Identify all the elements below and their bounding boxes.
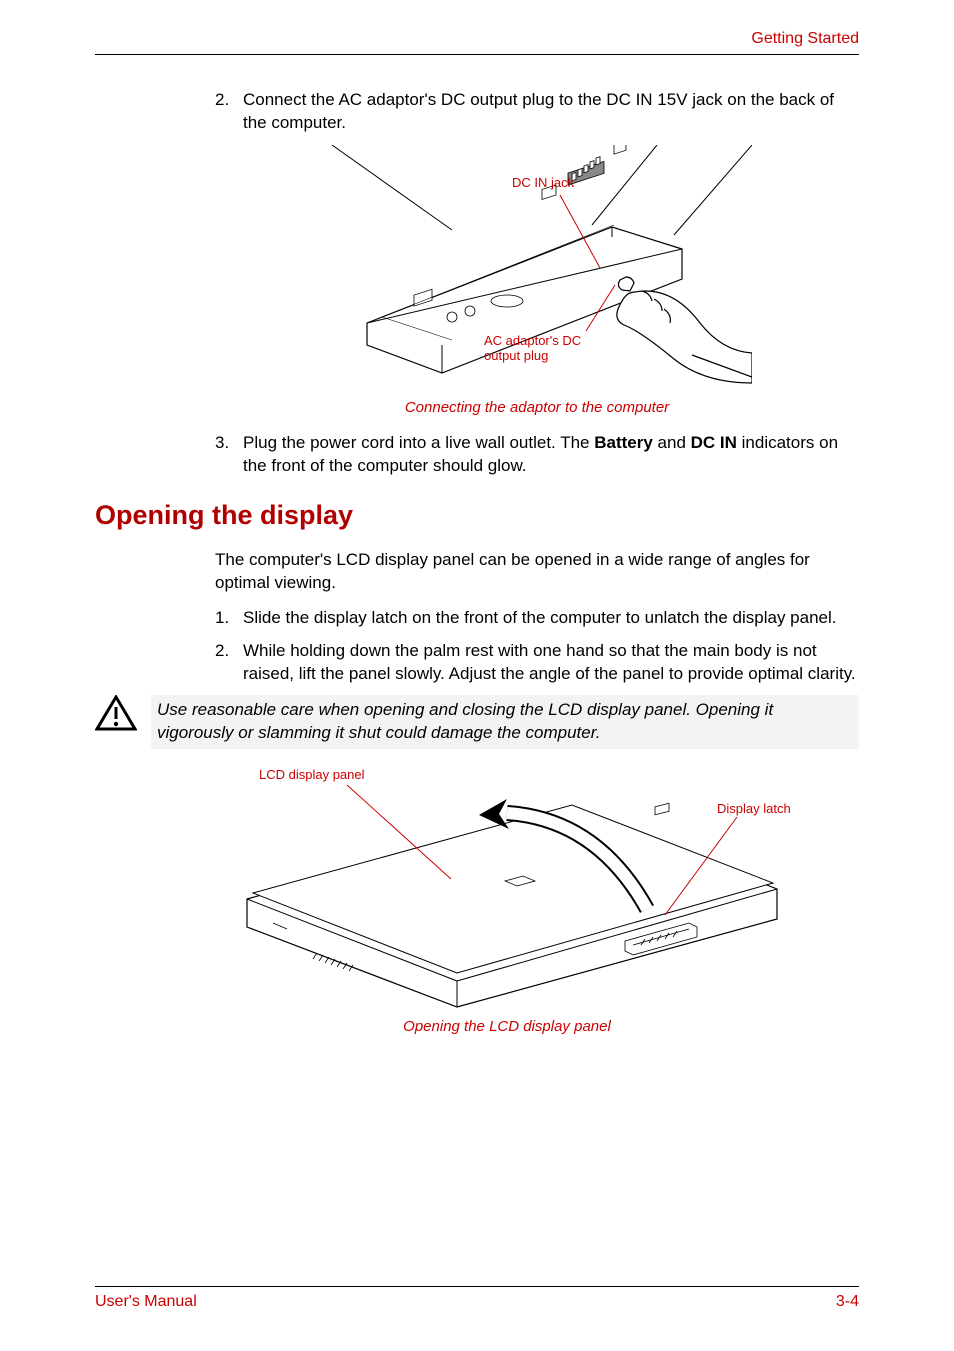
step-number: 1. [215, 607, 243, 630]
caution-text: Use reasonable care when opening and clo… [151, 695, 859, 749]
step-text: Plug the power cord into a live wall out… [243, 432, 859, 478]
t: and [653, 433, 691, 452]
figure1-caption: Connecting the adaptor to the computer [215, 399, 859, 416]
step-text: Connect the AC adaptor's DC output plug … [243, 89, 859, 135]
step-text: While holding down the palm rest with on… [243, 640, 859, 686]
section-body: The computer's LCD display panel can be … [95, 549, 859, 1036]
figure2-label-lcd: LCD display panel [259, 767, 365, 782]
figure1-label-plug-l1: AC adaptor's DC [484, 333, 581, 348]
t: Plug the power cord into a live wall out… [243, 433, 594, 452]
figure1-label-plug-l2: output plug [484, 348, 548, 363]
heading-opening-display: Opening the display [95, 500, 859, 531]
figure-1: DC IN jack AC adaptor's DC output plug C… [215, 145, 859, 416]
step-a-3: 3. Plug the power cord into a live wall … [215, 432, 859, 478]
footer-right: 3-4 [836, 1293, 859, 1311]
step-b-2: 2. While holding down the palm rest with… [215, 640, 859, 686]
figure2-caption: Opening the LCD display panel [155, 1018, 859, 1035]
page-header: Getting Started [95, 30, 859, 55]
t: DC IN [691, 433, 737, 452]
main-content: 2. Connect the AC adaptor's DC output pl… [95, 89, 859, 478]
step-b-1: 1. Slide the display latch on the front … [215, 607, 859, 630]
figure-2-svg [217, 759, 797, 1009]
intro-para: The computer's LCD display panel can be … [215, 549, 859, 595]
page-footer: User's Manual 3-4 [95, 1286, 859, 1311]
caution-icon [95, 695, 137, 733]
footer-left: User's Manual [95, 1293, 197, 1311]
header-section-name: Getting Started [751, 30, 859, 47]
step-text: Slide the display latch on the front of … [243, 607, 859, 630]
t: Battery [594, 433, 653, 452]
figure-2: LCD display panel Display latch Opening … [155, 759, 859, 1035]
step-number: 2. [215, 640, 243, 686]
step-number: 3. [215, 432, 243, 478]
step-a-2: 2. Connect the AC adaptor's DC output pl… [215, 89, 859, 135]
step-number: 2. [215, 89, 243, 135]
caution-block: Use reasonable care when opening and clo… [95, 695, 859, 749]
figure1-label-dcjack: DC IN jack [512, 175, 574, 190]
figure2-label-latch: Display latch [717, 801, 791, 816]
